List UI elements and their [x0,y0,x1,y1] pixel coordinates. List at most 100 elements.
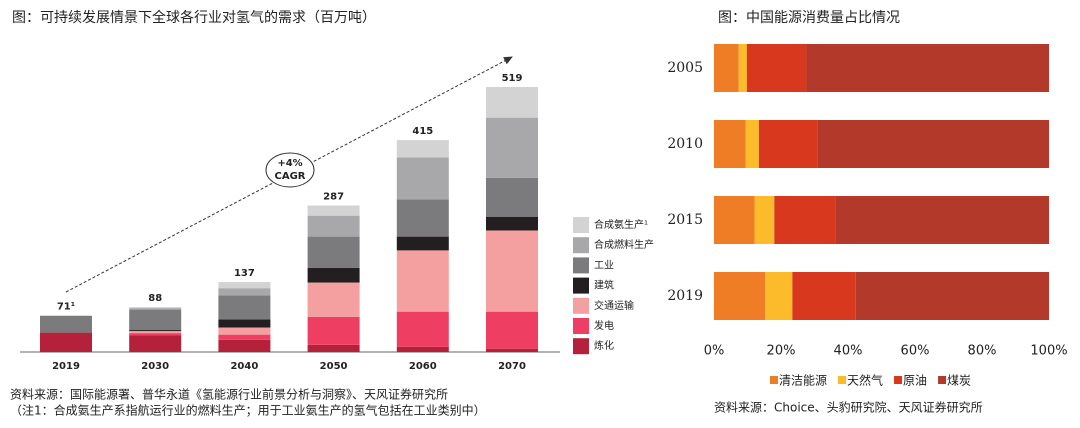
bar-segment [486,117,538,178]
x-tick-label: 2040 [230,361,258,372]
total-label: 88 [148,293,162,304]
legend-label: 交通运输 [594,299,634,312]
bar-segment [218,327,271,335]
total-label: 137 [234,268,255,279]
y-tick-label: 2010 [667,136,703,152]
legend-label: 煤炭 [947,374,971,388]
bar-segment [486,87,538,118]
bar-segment [218,319,271,328]
bar-segment [714,44,739,92]
legend-swatch [573,318,589,334]
bar-segment [307,205,360,216]
bar-segment [396,140,449,158]
x-tick-label: 40% [834,344,863,359]
legend-label: 天然气 [847,373,883,388]
bar-segment [218,295,271,320]
chart-title: 图：可持续发展情景下全球各行业对氢气的需求（百万吨） [12,9,376,26]
bar-segment [745,120,759,168]
annotation: +4% [277,158,302,169]
bar-segment [396,346,449,352]
legend-label: 发电 [594,319,614,332]
source: 资料来源：Choice、头豹研究院、天风证券研究所 [714,400,983,415]
bar-segment [486,348,538,352]
bar-segment [218,339,271,352]
legend-swatch [573,217,589,233]
bar-segment [835,196,1049,244]
legend-swatch [573,297,589,314]
bar-segment [218,282,271,289]
legend-label: 合成氨生产¹ [594,218,648,231]
x-tick-label: 2019 [52,361,80,372]
source: 资料来源：国际能源署、普华永道《氢能源行业前景分析与洞察》、天风证券研究所 [10,387,448,402]
bar-segment [765,272,793,320]
bar-segment [486,311,538,349]
legend-label: 合成燃料生产 [594,238,654,251]
total-label: 415 [412,126,433,137]
bar-segment [486,216,538,231]
legend-swatch [938,376,947,384]
bar-segment [396,157,449,200]
x-tick-label: 20% [767,344,796,359]
bar-segment [307,215,360,237]
bar-segment [396,311,449,347]
legend-label: 炼化 [594,339,614,352]
bar-segment [746,44,807,92]
legend-label: 原油 [903,374,927,388]
bar-segment [396,250,449,312]
bar-segment [129,330,182,332]
annotation: CAGR [275,171,306,182]
bar-segment [129,307,182,309]
bar-segment [758,120,818,168]
bar-segment [129,309,182,331]
total-label: 287 [323,191,344,202]
source: （注1：合成氨生产系指航运行业的燃料生产；用于工业氨生产的氢气包括在工业类别中） [10,403,486,418]
bar-segment [129,308,182,310]
legend-swatch [838,376,847,384]
bar-segment [40,332,92,352]
bar-segment [486,177,538,217]
x-tick-label: 2060 [409,361,437,372]
y-tick-label: 2005 [667,60,703,76]
x-tick-label: 2070 [498,361,526,372]
x-tick-label: 2050 [320,361,348,372]
legend-swatch [573,237,589,254]
bar-segment [129,331,182,334]
total-label: 519 [502,73,523,84]
bar-segment [307,267,360,283]
legend-swatch [770,376,778,384]
cagr-badge [265,152,315,188]
bar-segment [855,272,1049,320]
bar-segment [714,272,766,320]
x-tick-label: 0% [704,344,725,359]
bar-segment [40,315,92,333]
legend-label: 工业 [594,259,614,271]
bar-segment [714,120,746,168]
bar-segment [307,344,360,352]
x-tick-label: 60% [901,344,930,359]
bar-segment [129,335,182,352]
bar-segment [738,44,747,92]
bar-segment [218,334,271,340]
legend-swatch [573,277,589,294]
x-tick-label: 2030 [141,361,169,372]
bar-segment [129,333,182,336]
bar-segment [307,316,360,345]
chart-title: 图：中国能源消费量占比情况 [718,10,900,26]
bar-segment [396,236,449,251]
bar-segment [817,120,1049,168]
bar-segment [396,199,449,237]
total-label: 71¹ [57,302,75,313]
bar-segment [218,288,271,296]
bar-segment [307,236,360,268]
bar-segment [714,196,755,244]
bar-segment [792,272,856,320]
legend-label: 建筑 [594,279,614,292]
bar-segment [307,282,360,317]
legend-swatch [573,257,589,274]
bar-segment [486,230,538,312]
y-tick-label: 2015 [667,212,703,228]
bar-segment [754,196,775,244]
legend-label: 清洁能源 [779,374,827,388]
bar-segment [806,44,1049,92]
